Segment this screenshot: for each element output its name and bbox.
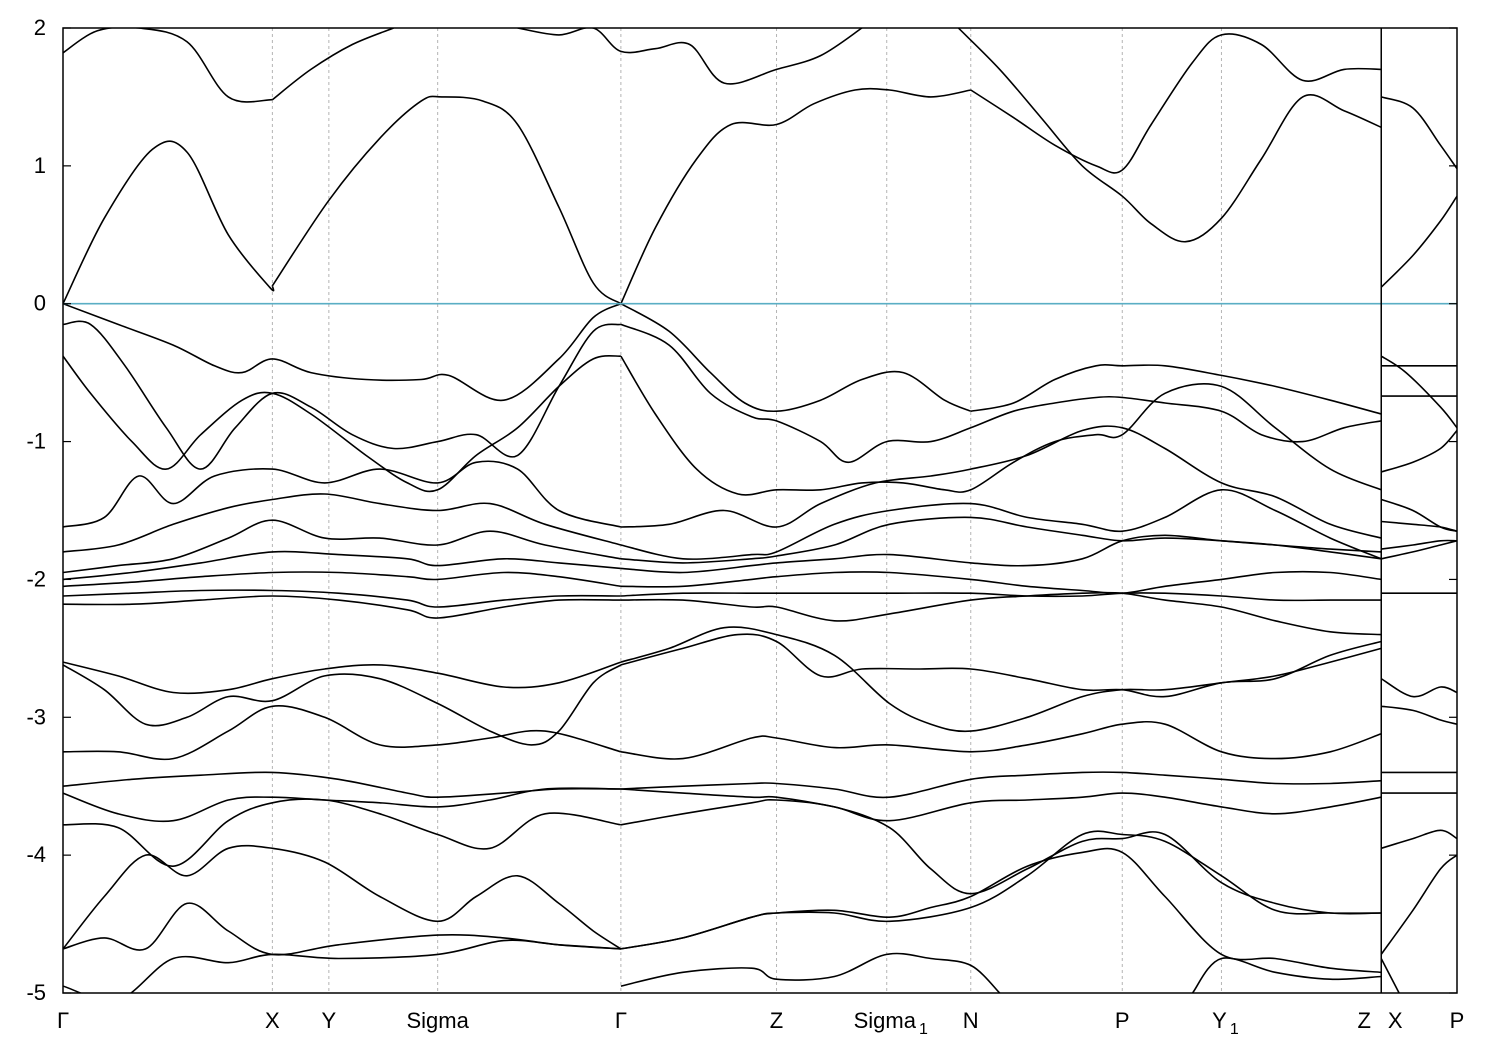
band-line-49 <box>1380 96 1457 170</box>
band-line-55 <box>1381 520 1457 532</box>
band-line-16 <box>620 425 1382 539</box>
band-line-39 <box>63 798 622 868</box>
band-line-1 <box>271 95 622 305</box>
band-line-54 <box>1380 498 1457 532</box>
band-line-33 <box>63 705 622 761</box>
band-line-23 <box>63 571 622 588</box>
band-line-15 <box>63 460 622 528</box>
xtick-label-z2: Z <box>1358 1008 1371 1033</box>
band-lines <box>63 28 1457 993</box>
band-line-31 <box>63 664 622 746</box>
band-line-6 <box>271 28 394 101</box>
band-line-29 <box>63 661 622 695</box>
band-line-3 <box>970 33 1382 174</box>
band-line-40 <box>620 799 1382 915</box>
band-line-11 <box>63 320 622 470</box>
xtick-label-subscript: 1 <box>1230 1021 1239 1038</box>
band-line-42 <box>620 847 1382 974</box>
x-axis-ticks: Γ X Y Sigma Γ Z Sigma 1 N P Y 1 Z X P <box>57 1008 1464 1038</box>
xtick-label-sigma1: Sigma 1 <box>854 1008 928 1038</box>
band-line-22 <box>620 534 1382 574</box>
band-line-19 <box>63 519 622 574</box>
band-line-4 <box>957 28 1382 243</box>
xtick-label-text: Y <box>322 1008 337 1033</box>
band-line-8 <box>63 302 622 402</box>
xtick-label-text: Sigma <box>854 1008 917 1033</box>
ytick-label: -1 <box>26 429 46 454</box>
xtick-label-text: P <box>1450 1008 1465 1033</box>
xtick-label-x1: X <box>265 1008 280 1033</box>
band-line-24 <box>620 570 1382 595</box>
xtick-label-z1: Z <box>770 1008 783 1033</box>
band-line-30 <box>620 626 1382 733</box>
band-line-25 <box>63 589 621 608</box>
plot-frame <box>62 27 1458 994</box>
band-line-5 <box>63 28 273 103</box>
band-line-53 <box>1380 429 1457 473</box>
band-line-14 <box>620 355 1382 496</box>
xtick-label-y: Y <box>322 1008 337 1033</box>
band-line-45 <box>63 939 621 993</box>
xtick-label-text: Z <box>770 1008 783 1033</box>
band-line-65 <box>1380 958 1400 993</box>
ytick-label: 2 <box>34 15 46 40</box>
xtick-label-text: Γ <box>615 1008 627 1033</box>
xtick-label-text: Z <box>1358 1008 1371 1033</box>
band-line-57 <box>1381 540 1457 560</box>
band-line-60 <box>1381 705 1457 725</box>
band-line-27 <box>63 595 621 619</box>
ytick-label: -4 <box>26 842 46 867</box>
band-line-36 <box>620 771 1382 799</box>
ytick-label: -2 <box>26 566 46 591</box>
xtick-label-text: Sigma <box>406 1008 469 1033</box>
band-line-9 <box>620 303 972 413</box>
xtick-label-text: X <box>1388 1008 1403 1033</box>
xtick-label-text: N <box>963 1008 979 1033</box>
band-line-28 <box>620 591 1382 636</box>
xtick-label-text: X <box>265 1008 280 1033</box>
ytick-label: 0 <box>34 291 46 316</box>
xtick-label-n: N <box>963 1008 979 1033</box>
band-line-48 <box>1380 195 1457 288</box>
band-line-17 <box>63 493 622 553</box>
band-line-41 <box>63 844 622 950</box>
band-line-7 <box>517 28 863 85</box>
band-line-12 <box>620 323 1382 464</box>
band-line-0 <box>63 140 275 305</box>
xtick-label-sigma: Sigma <box>406 1008 469 1033</box>
ytick-label: -5 <box>26 980 46 1005</box>
band-line-47 <box>1191 957 1382 993</box>
ytick-label: 1 <box>34 153 46 178</box>
xtick-label-text: Y <box>1212 1008 1227 1033</box>
band-line-43 <box>63 902 621 956</box>
xtick-label-text: Γ <box>57 1008 69 1033</box>
band-line-32 <box>620 633 1382 698</box>
xtick-label-p1: P <box>1115 1008 1130 1033</box>
band-line-10 <box>970 363 1382 415</box>
band-line-56 <box>1381 539 1457 550</box>
band-line-59 <box>1380 678 1457 698</box>
band-line-21 <box>63 550 621 581</box>
ytick-label: -3 <box>26 704 46 729</box>
band-line-35 <box>63 771 621 799</box>
band-line-38 <box>620 788 1382 822</box>
xtick-label-gamma2: Γ <box>615 1008 627 1033</box>
band-line-46 <box>620 952 1001 993</box>
xtick-label-text: P <box>1115 1008 1130 1033</box>
xtick-label-gamma1: Γ <box>57 1008 69 1033</box>
band-line-2 <box>620 87 971 305</box>
band-line-13 <box>63 354 621 493</box>
band-line-44 <box>620 830 1382 950</box>
xtick-label-p2: P <box>1450 1008 1465 1033</box>
band-line-34 <box>620 720 1382 760</box>
band-line-18 <box>620 488 1382 560</box>
band-line-50 <box>1380 355 1457 429</box>
band-line-64 <box>1380 854 1457 955</box>
y-axis-ticks: 2 1 0 -1 -2 -3 -4 -5 <box>26 15 1457 1005</box>
xtick-label-subscript: 1 <box>919 1021 928 1038</box>
band-line-63 <box>1380 829 1457 850</box>
xtick-label-x2: X <box>1388 1008 1403 1033</box>
